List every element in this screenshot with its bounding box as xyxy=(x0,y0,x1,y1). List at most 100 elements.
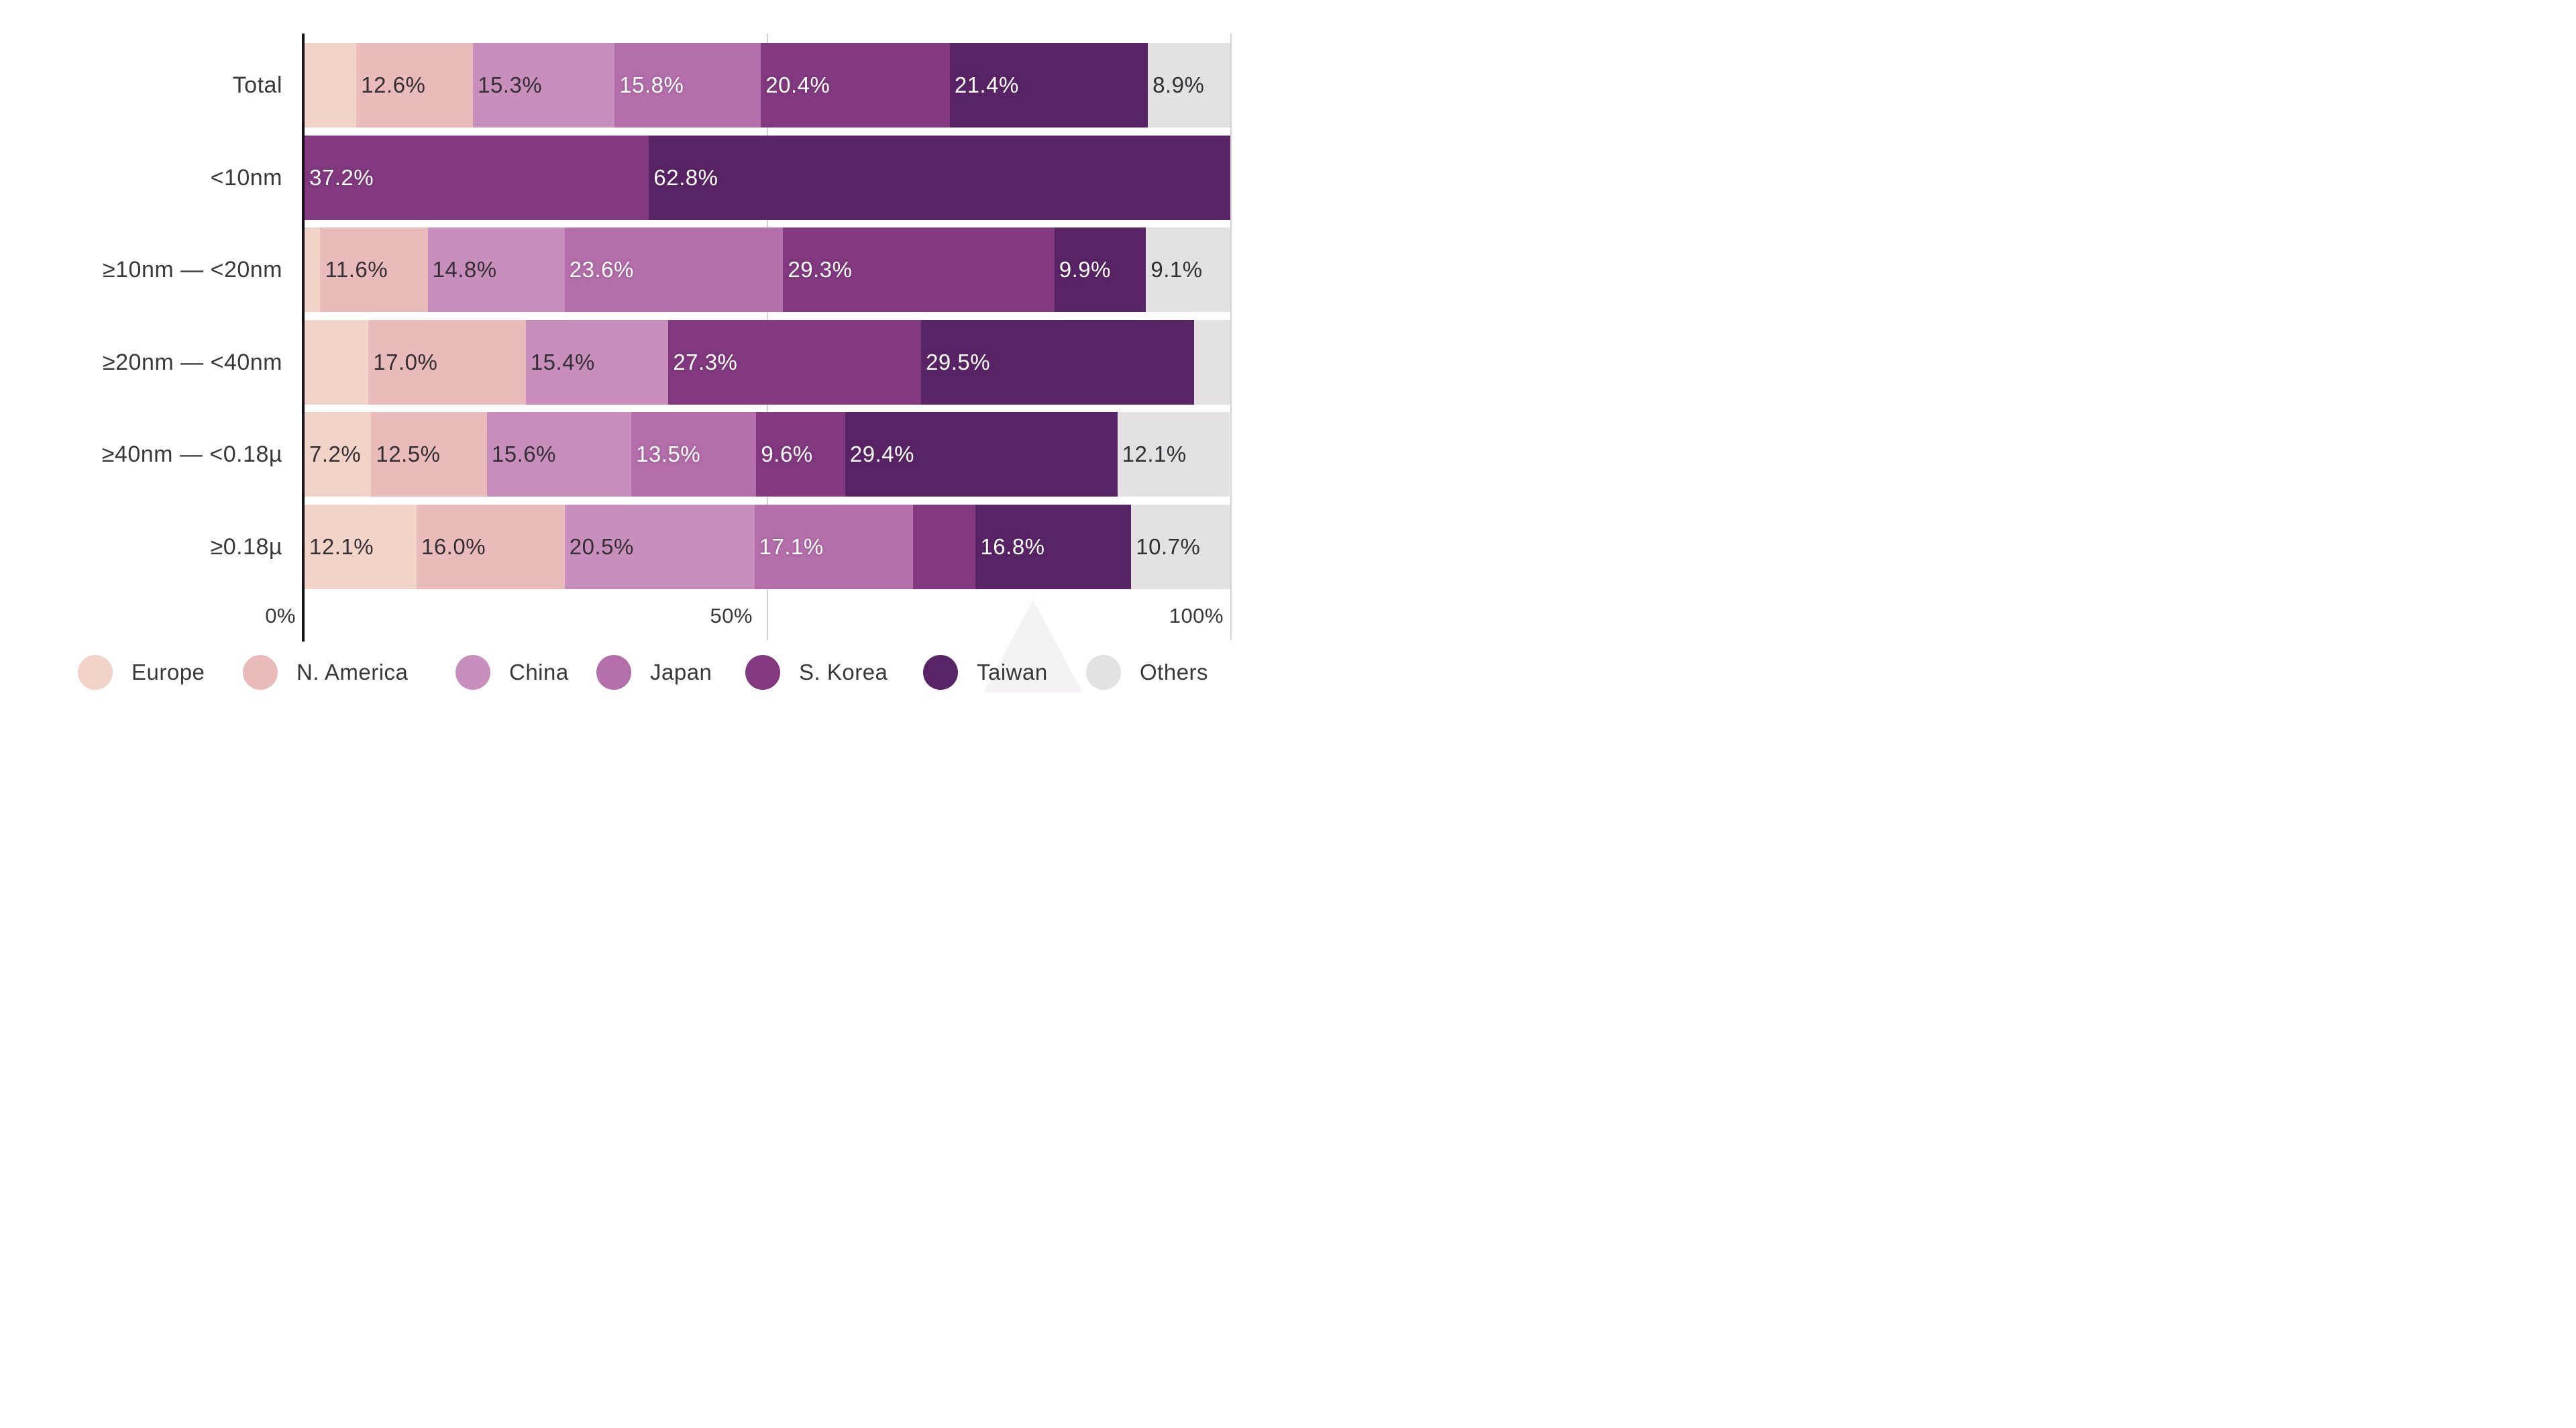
watermark-triangle xyxy=(983,600,1083,693)
bar-segment-n-america: 12.5% xyxy=(371,412,487,497)
segment-value-label: 10.7% xyxy=(1136,534,1201,559)
segment-value-label: 29.4% xyxy=(849,442,914,466)
legend-item-china: China xyxy=(455,655,569,690)
segment-value-label: 12.6% xyxy=(361,72,426,97)
legend-label: N. America xyxy=(297,660,409,684)
legend-label: Others xyxy=(1140,660,1209,684)
y-axis-line xyxy=(302,34,305,642)
bar-segment-taiwan: 16.8% xyxy=(975,505,1132,589)
bar-segment-europe: 12.1% xyxy=(305,505,417,589)
bar-segment-others: 8.9% xyxy=(1148,43,1230,128)
segment-value-label: 15.6% xyxy=(491,442,556,466)
segment-value-label: 17.0% xyxy=(373,350,438,374)
bar-segment-others: 9.1% xyxy=(1146,227,1230,312)
legend-swatch-china xyxy=(455,655,490,690)
segment-value-label: 29.3% xyxy=(788,257,853,282)
bar-segment-taiwan: 29.5% xyxy=(921,320,1195,405)
segment-value-label: 16.0% xyxy=(421,534,486,559)
segment-value-label: 13.5% xyxy=(636,442,701,466)
bar-segment-s-korea: 27.3% xyxy=(668,320,922,405)
legend-label: China xyxy=(509,660,569,684)
legend-item-taiwan: Taiwan xyxy=(923,655,1048,690)
legend-label: Japan xyxy=(650,660,712,684)
legend-swatch-europe xyxy=(78,655,113,690)
segment-value-label: 29.5% xyxy=(926,350,991,374)
segment-value-label: 14.8% xyxy=(432,257,497,282)
segment-value-label: 17.1% xyxy=(759,534,824,559)
legend-swatch-s-korea xyxy=(745,655,780,690)
segment-value-label: 15.3% xyxy=(478,72,543,97)
row-label-018u: ≥0.18µ xyxy=(210,533,282,560)
segment-value-label: 21.4% xyxy=(954,72,1019,97)
segment-value-label: 15.4% xyxy=(530,350,595,374)
bar-segment-taiwan: 21.4% xyxy=(949,43,1148,128)
legend-swatch-others xyxy=(1086,655,1121,690)
legend-item-europe: Europe xyxy=(78,655,205,690)
segment-value-label: 9.6% xyxy=(761,442,813,466)
segment-value-label: 12.5% xyxy=(376,442,441,466)
bar-segment-others xyxy=(1194,320,1230,405)
legend-label: Europe xyxy=(131,660,205,684)
x-tick-50: 50% xyxy=(710,604,753,627)
bar-segment-china: 20.5% xyxy=(564,505,755,589)
x-tick-0: 0% xyxy=(265,604,296,627)
bar-segment-taiwan: 29.4% xyxy=(845,412,1118,497)
segment-value-label: 12.1% xyxy=(309,534,374,559)
bar-segment-s-korea: 20.4% xyxy=(761,43,950,128)
bar-segment-europe xyxy=(305,43,357,128)
legend-swatch-n-america xyxy=(243,655,278,690)
bar-row-018u: 12.1% 16.0% 20.5% 17.1% 16.8% 10.7% xyxy=(305,505,1230,589)
bar-segment-others: 10.7% xyxy=(1131,505,1230,589)
bar-segment-china: 15.6% xyxy=(486,412,632,497)
bar-segment-s-korea xyxy=(912,505,976,589)
bar-segment-taiwan: 62.8% xyxy=(649,136,1230,220)
legend-item-japan: Japan xyxy=(596,655,712,690)
legend-label: Taiwan xyxy=(977,660,1048,684)
bar-segment-china: 14.8% xyxy=(427,227,565,312)
bar-segment-china: 15.3% xyxy=(473,43,615,128)
stacked-bar-chart: Total 12.6% 15.3% 15.8% 20.4% 21.4% 8.9%… xyxy=(0,0,1288,714)
legend-item-n-america: N. America xyxy=(243,655,408,690)
bar-row-40nm-018u: 7.2% 12.5% 15.6% 13.5% 9.6% 29.4% 12.1% xyxy=(305,412,1230,497)
bar-row-lt10nm: 37.2% 62.8% xyxy=(305,136,1230,220)
bar-segment-japan: 13.5% xyxy=(631,412,757,497)
bar-segment-europe: 7.2% xyxy=(305,412,372,497)
segment-value-label: 9.1% xyxy=(1150,257,1203,282)
row-label-40nm-018u: ≥40nm — <0.18µ xyxy=(101,441,282,467)
bar-segment-s-korea: 9.6% xyxy=(756,412,845,497)
bar-segment-europe xyxy=(305,227,321,312)
bar-segment-europe xyxy=(305,320,369,405)
segment-value-label: 20.5% xyxy=(569,534,634,559)
bar-segment-japan: 23.6% xyxy=(564,227,784,312)
segment-value-label: 20.4% xyxy=(765,72,830,97)
segment-value-label: 23.6% xyxy=(569,257,634,282)
row-label-10-20nm: ≥10nm — <20nm xyxy=(102,256,282,283)
bar-segment-others: 12.1% xyxy=(1117,412,1230,497)
x-tick-100: 100% xyxy=(1169,604,1224,627)
segment-value-label: 16.8% xyxy=(980,534,1045,559)
row-label-20-40nm: ≥20nm — <40nm xyxy=(102,349,282,375)
legend-label: S. Korea xyxy=(799,660,888,684)
legend-swatch-japan xyxy=(596,655,631,690)
segment-value-label: 12.1% xyxy=(1122,442,1187,466)
bar-segment-japan: 15.8% xyxy=(614,43,761,128)
segment-value-label: 27.3% xyxy=(673,350,738,374)
bar-segment-taiwan: 9.9% xyxy=(1054,227,1146,312)
legend-swatch-taiwan xyxy=(923,655,958,690)
segment-value-label: 62.8% xyxy=(653,165,718,190)
bar-row-total: 12.6% 15.3% 15.8% 20.4% 21.4% 8.9% xyxy=(305,43,1230,128)
legend-item-others: Others xyxy=(1086,655,1208,690)
row-label-total: Total xyxy=(232,72,282,98)
bar-row-20-40nm: 17.0% 15.4% 27.3% 29.5% xyxy=(305,320,1230,405)
segment-value-label: 37.2% xyxy=(309,165,374,190)
row-label-lt10nm: <10nm xyxy=(210,164,282,191)
segment-value-label: 11.6% xyxy=(325,257,388,282)
bar-segment-n-america: 12.6% xyxy=(356,43,474,128)
bar-segment-n-america: 16.0% xyxy=(416,505,565,589)
bar-segment-japan: 17.1% xyxy=(754,505,913,589)
bar-segment-n-america: 11.6% xyxy=(320,227,428,312)
legend-item-s-korea: S. Korea xyxy=(745,655,888,690)
bar-segment-s-korea: 37.2% xyxy=(305,136,649,220)
bar-segment-n-america: 17.0% xyxy=(368,320,526,405)
bar-segment-s-korea: 29.3% xyxy=(783,227,1055,312)
